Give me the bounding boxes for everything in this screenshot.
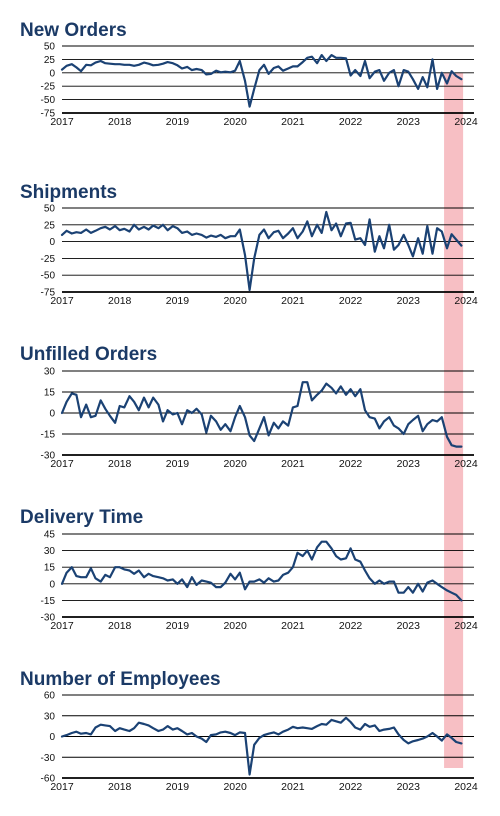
x-tick-label: 2021 <box>281 620 305 632</box>
x-tick-label: 2020 <box>223 116 247 128</box>
x-tick-label: 2018 <box>108 781 132 793</box>
y-tick-label: 30 <box>44 367 56 378</box>
x-tick-label: 2017 <box>50 458 74 470</box>
chart-title: New Orders <box>20 20 127 41</box>
y-tick-label: 25 <box>44 220 56 231</box>
y-tick-label: 15 <box>44 563 56 574</box>
x-tick-label: 2018 <box>108 116 132 128</box>
x-tick-label: 2024 <box>454 620 478 632</box>
x-tick-label: 2023 <box>397 295 421 307</box>
y-tick-label: 0 <box>49 409 55 420</box>
x-tick-label: 2021 <box>281 458 305 470</box>
series-line <box>60 53 463 108</box>
y-tick-label: -30 <box>41 613 56 624</box>
x-tick-label: 2019 <box>166 620 190 632</box>
highlight-layer <box>444 72 464 769</box>
y-tick-label: -30 <box>41 753 56 764</box>
x-tick-label: 2017 <box>50 781 74 793</box>
x-tick-label: 2017 <box>50 295 74 307</box>
x-tick-label: 2020 <box>223 781 247 793</box>
x-tick-label: 2021 <box>281 781 305 793</box>
x-tick-label: 2023 <box>397 458 421 470</box>
y-tick-label: -15 <box>41 596 56 607</box>
y-tick-label: 30 <box>44 711 56 722</box>
y-tick-label: 15 <box>44 388 56 399</box>
x-tick-label: 2022 <box>339 781 363 793</box>
y-tick-label: 45 <box>44 530 56 541</box>
chart-title: Delivery Time <box>20 507 143 528</box>
y-tick-label: 0 <box>49 237 55 248</box>
x-tick-label: 2021 <box>281 295 305 307</box>
x-tick-label: 2024 <box>454 458 478 470</box>
x-tick-label: 2022 <box>339 458 363 470</box>
y-tick-label: -50 <box>41 95 56 106</box>
x-tick-label: 2020 <box>223 295 247 307</box>
chart-title: Shipments <box>20 182 117 203</box>
highlight-band <box>444 72 464 769</box>
x-tick-label: 2018 <box>108 620 132 632</box>
y-tick-label: -25 <box>41 254 56 265</box>
y-tick-label: 0 <box>49 732 55 743</box>
x-tick-label: 2020 <box>223 620 247 632</box>
y-tick-label: 30 <box>44 546 56 557</box>
x-tick-label: 2017 <box>50 620 74 632</box>
y-tick-label: -25 <box>41 82 56 93</box>
x-tick-label: 2019 <box>166 116 190 128</box>
x-tick-label: 2023 <box>397 781 421 793</box>
x-tick-label: 2024 <box>454 295 478 307</box>
chart-title: Number of Employees <box>20 669 221 690</box>
y-tick-label: 60 <box>44 691 56 702</box>
x-tick-label: 2021 <box>281 116 305 128</box>
y-tick-label: 25 <box>44 55 56 66</box>
x-tick-label: 2018 <box>108 295 132 307</box>
y-tick-label: -75 <box>41 288 56 299</box>
y-tick-label: 0 <box>49 68 55 79</box>
series-line <box>60 716 463 776</box>
y-tick-label: 0 <box>49 579 55 590</box>
y-tick-label: -75 <box>41 109 56 120</box>
x-tick-label: 2019 <box>166 458 190 470</box>
x-tick-label: 2024 <box>454 116 478 128</box>
x-tick-label: 2018 <box>108 458 132 470</box>
x-tick-label: 2024 <box>454 781 478 793</box>
x-tick-label: 2022 <box>339 295 363 307</box>
series-line <box>60 540 463 602</box>
x-tick-label: 2019 <box>166 781 190 793</box>
y-tick-label: -50 <box>41 271 56 282</box>
x-tick-label: 2022 <box>339 116 363 128</box>
y-tick-label: -60 <box>41 774 56 785</box>
x-tick-label: 2023 <box>397 116 421 128</box>
x-tick-label: 2019 <box>166 295 190 307</box>
y-tick-label: 50 <box>44 204 56 215</box>
series-line <box>60 381 463 448</box>
series-line <box>60 210 463 292</box>
x-tick-label: 2023 <box>397 620 421 632</box>
chart-title: Unfilled Orders <box>20 344 157 365</box>
x-tick-label: 2020 <box>223 458 247 470</box>
y-tick-label: -30 <box>41 451 56 462</box>
y-tick-label: 50 <box>44 42 56 53</box>
x-tick-label: 2017 <box>50 116 74 128</box>
y-tick-label: -15 <box>41 430 56 441</box>
x-tick-label: 2022 <box>339 620 363 632</box>
